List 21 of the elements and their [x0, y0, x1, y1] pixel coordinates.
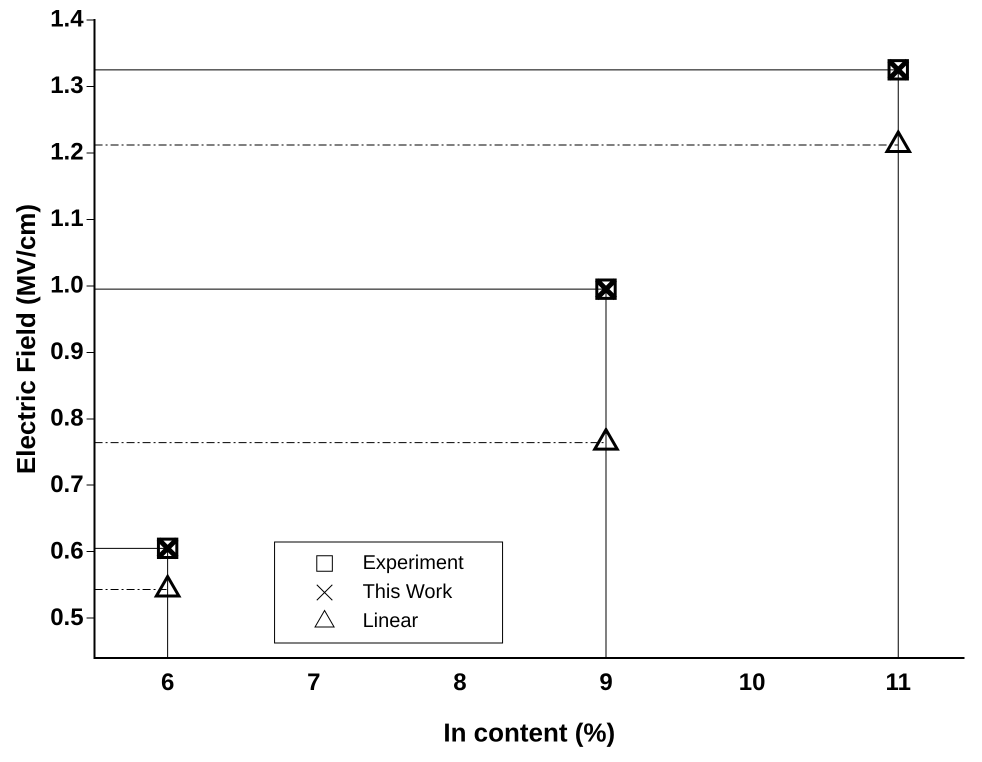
legend-label: Linear: [362, 610, 418, 632]
y-tick-label: 1.1: [50, 205, 84, 232]
y-tick-label: 1.2: [50, 138, 84, 166]
y-tick-label: 0.5: [50, 604, 84, 631]
y-tick-label: 1.3: [50, 72, 84, 100]
y-tick-label: 0.7: [50, 470, 84, 498]
legend-label: Experiment: [362, 552, 464, 574]
y-axis-title: Electric Field (MV/cm): [10, 204, 41, 474]
x-tick-label: 8: [453, 669, 467, 696]
y-tick-label: 0.9: [50, 338, 84, 365]
y-tick-label: 1.0: [50, 271, 84, 298]
x-tick-label: 9: [599, 669, 613, 696]
x-tick-label: 10: [738, 669, 766, 696]
y-tick-label: 0.8: [50, 404, 84, 432]
y-tick-label: 0.6: [50, 537, 84, 564]
legend-label: This Work: [362, 581, 454, 604]
x-tick-label: 7: [307, 669, 320, 696]
y-tick-label: 1.4: [50, 6, 84, 33]
x-tick-label: 6: [160, 669, 174, 696]
x-tick-label: 11: [886, 669, 911, 696]
x-axis-title: In content (%): [443, 718, 616, 748]
